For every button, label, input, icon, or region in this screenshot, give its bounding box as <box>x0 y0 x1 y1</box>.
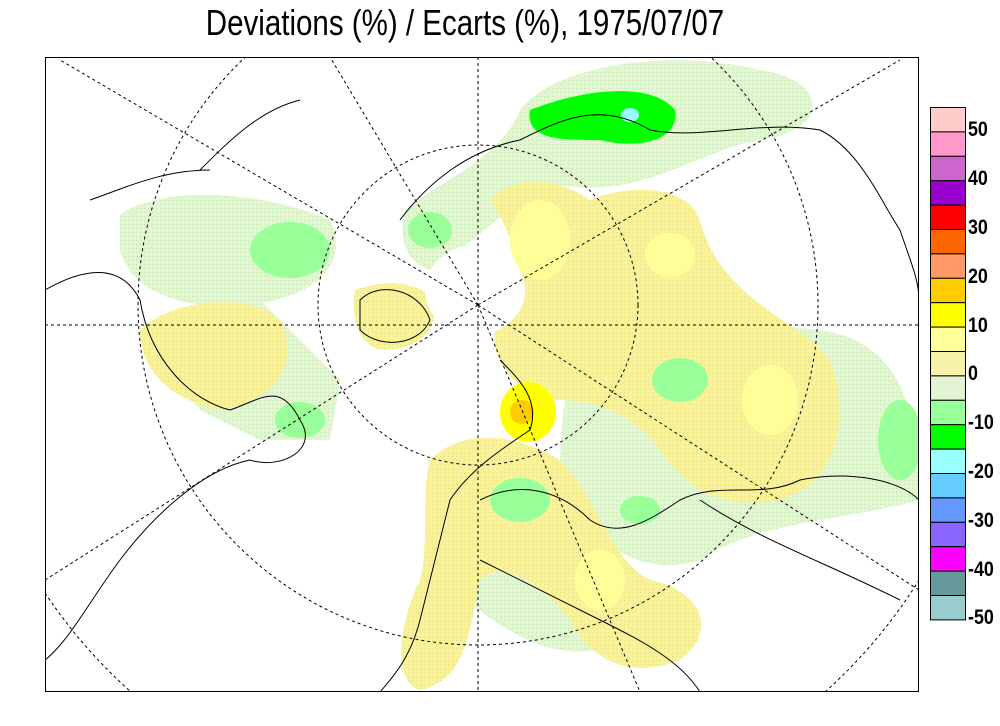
zone-positive-10 <box>510 200 798 610</box>
legend-swatch <box>930 131 966 157</box>
legend-swatch <box>930 497 966 523</box>
legend-swatch <box>930 302 966 328</box>
legend-label: -50 <box>968 606 994 630</box>
zone-negative-20 <box>529 91 676 144</box>
legend-label: -30 <box>968 508 994 532</box>
legend-swatch <box>930 375 966 401</box>
legend-label: 50 <box>968 118 988 142</box>
legend-swatch <box>930 473 966 499</box>
legend-label: 40 <box>968 167 988 191</box>
zone-positive-30 <box>510 400 534 424</box>
legend-swatch <box>930 521 966 548</box>
legend-swatch <box>930 204 966 230</box>
legend-label: 0 <box>968 362 978 386</box>
legend-label: 30 <box>968 216 988 239</box>
legend-swatch <box>930 570 966 597</box>
legend-label: -20 <box>968 460 994 483</box>
legend-swatch <box>930 595 966 621</box>
graticule <box>45 57 919 692</box>
legend-swatch <box>930 277 966 304</box>
legend-swatch <box>930 546 966 572</box>
coastlines <box>45 99 919 692</box>
deviation-map <box>45 57 919 692</box>
legend-swatch <box>930 253 966 279</box>
legend-label: 20 <box>968 264 988 288</box>
legend-swatch <box>930 351 966 377</box>
legend-label: 10 <box>968 313 988 337</box>
legend-swatch <box>930 448 966 475</box>
legend-swatch <box>930 399 966 426</box>
map-title: Deviations (%) / Ecarts (%), 1975/07/07 <box>205 2 725 43</box>
legend-label: -40 <box>968 557 994 581</box>
legend-label: -10 <box>968 411 994 435</box>
legend-swatch <box>930 107 966 133</box>
legend-swatch <box>930 229 966 255</box>
legend-swatch <box>930 326 966 353</box>
zone-negative-10 <box>250 212 919 524</box>
legend-swatch <box>930 180 966 206</box>
color-legend <box>930 107 966 621</box>
legend-swatch <box>930 155 966 182</box>
legend-swatch <box>930 424 966 450</box>
